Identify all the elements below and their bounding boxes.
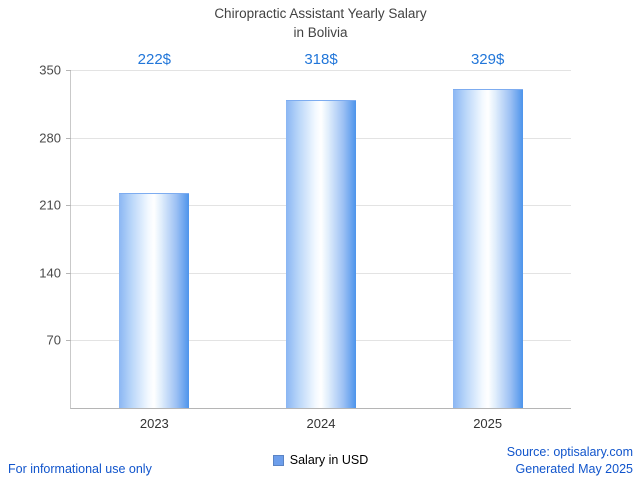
y-axis-tick-mark: [66, 340, 71, 342]
x-axis-label-2023: 2023: [139, 416, 169, 431]
x-axis-label-2025: 2025: [473, 416, 503, 431]
y-axis-tick-label: 280: [39, 130, 61, 146]
y-axis-tick-label: 140: [39, 265, 61, 281]
source-attribution: Source: optisalary.com Generated May 202…: [507, 444, 633, 478]
y-axis-tick-label: 210: [39, 197, 61, 213]
chart-title-line2: in Bolivia: [293, 24, 348, 40]
generated-line: Generated May 2025: [515, 462, 633, 477]
informational-note: For informational use only: [8, 462, 152, 476]
gridline: [71, 70, 571, 71]
value-label-2023: 222$: [137, 51, 172, 68]
value-label-2025: 329$: [470, 51, 505, 68]
y-axis-tick-mark: [66, 137, 71, 139]
y-axis-tick-label: 70: [46, 332, 61, 348]
value-label-2024: 318$: [304, 51, 338, 68]
legend-swatch-icon: [272, 454, 284, 466]
chart-legend: Salary in USD: [0, 453, 641, 467]
y-axis-tick-mark: [66, 272, 71, 274]
chart-title: Chiropractic Assistant Yearly Salary in …: [0, 5, 641, 43]
chart-title-line1: Chiropractic Assistant Yearly Salary: [214, 6, 427, 21]
x-axis-label-2024: 2024: [306, 416, 336, 431]
bar-2025: [452, 89, 523, 408]
bar-2023: [119, 192, 190, 408]
y-axis-tick-label: 350: [39, 62, 61, 78]
y-axis-tick-mark: [66, 70, 71, 71]
legend-label: Salary in USD: [289, 453, 369, 467]
plot-area: 70 140 210 280 350 222$ 2023 318$ 2024 329$ 2025: [39, 51, 571, 431]
y-axis-tick-mark: [66, 205, 71, 207]
source-line: Source: optisalary.com: [506, 445, 633, 460]
bar-2024: [286, 99, 356, 408]
